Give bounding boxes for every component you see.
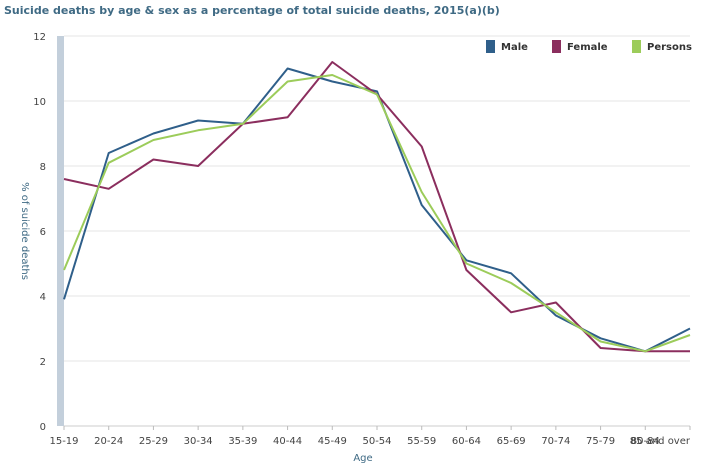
x-tick-label: 35-39 [228, 436, 257, 447]
gridlines [64, 35, 690, 427]
series-lines [63, 61, 691, 353]
y-tick-label: 6 [40, 227, 46, 238]
x-tick-label: 25-29 [139, 436, 168, 447]
y-tick-label: 0 [40, 422, 46, 433]
x-tick-label: 15-19 [49, 436, 78, 447]
y-tick-label: 8 [40, 162, 46, 173]
legend-swatch-female [552, 40, 561, 53]
legend-label-male: Male [501, 42, 528, 53]
legend-label-female: Female [567, 42, 608, 53]
legend: Male Female Persons [486, 40, 692, 53]
x-tick-label: 20-24 [94, 436, 123, 447]
legend-swatch-male [486, 40, 495, 53]
legend-label-persons: Persons [647, 42, 692, 53]
x-tick-label: 55-59 [407, 436, 436, 447]
x-tick-label: 60-64 [452, 436, 481, 447]
y-tick-label: 12 [33, 32, 46, 43]
x-tick-label: 40-44 [273, 436, 302, 447]
chart-title: Suicide deaths by age & sex as a percent… [4, 4, 500, 17]
y-axis-title: % of suicide deaths [19, 182, 30, 280]
x-tick-label: 80-84 [631, 436, 660, 447]
series-line-female [63, 61, 690, 353]
x-tick-label: 50-54 [362, 436, 391, 447]
y-tick-label: 2 [40, 357, 46, 368]
series-line-persons [63, 74, 691, 353]
x-tick-label: 30-34 [184, 436, 213, 447]
y-tick-label: 4 [40, 292, 46, 303]
x-axis-title: Age [353, 453, 372, 464]
x-tick-label: 75-79 [586, 436, 615, 447]
series-line-male [63, 67, 691, 353]
x-axis-ticks: 15-19 20-24 25-29 30-34 35-39 40-44 45-49 50-54… [49, 426, 691, 447]
y-tick-label: 10 [33, 97, 46, 108]
plot-left-band [57, 36, 64, 426]
legend-swatch-persons [632, 40, 641, 53]
x-tick-label: 70-74 [541, 436, 570, 447]
x-tick-label: 65-69 [497, 436, 526, 447]
x-tick-label: 45-49 [318, 436, 347, 447]
x-tick-label: 85 and over [630, 436, 691, 447]
y-axis-ticks: 0 2 4 6 8 10 12 [33, 32, 46, 433]
